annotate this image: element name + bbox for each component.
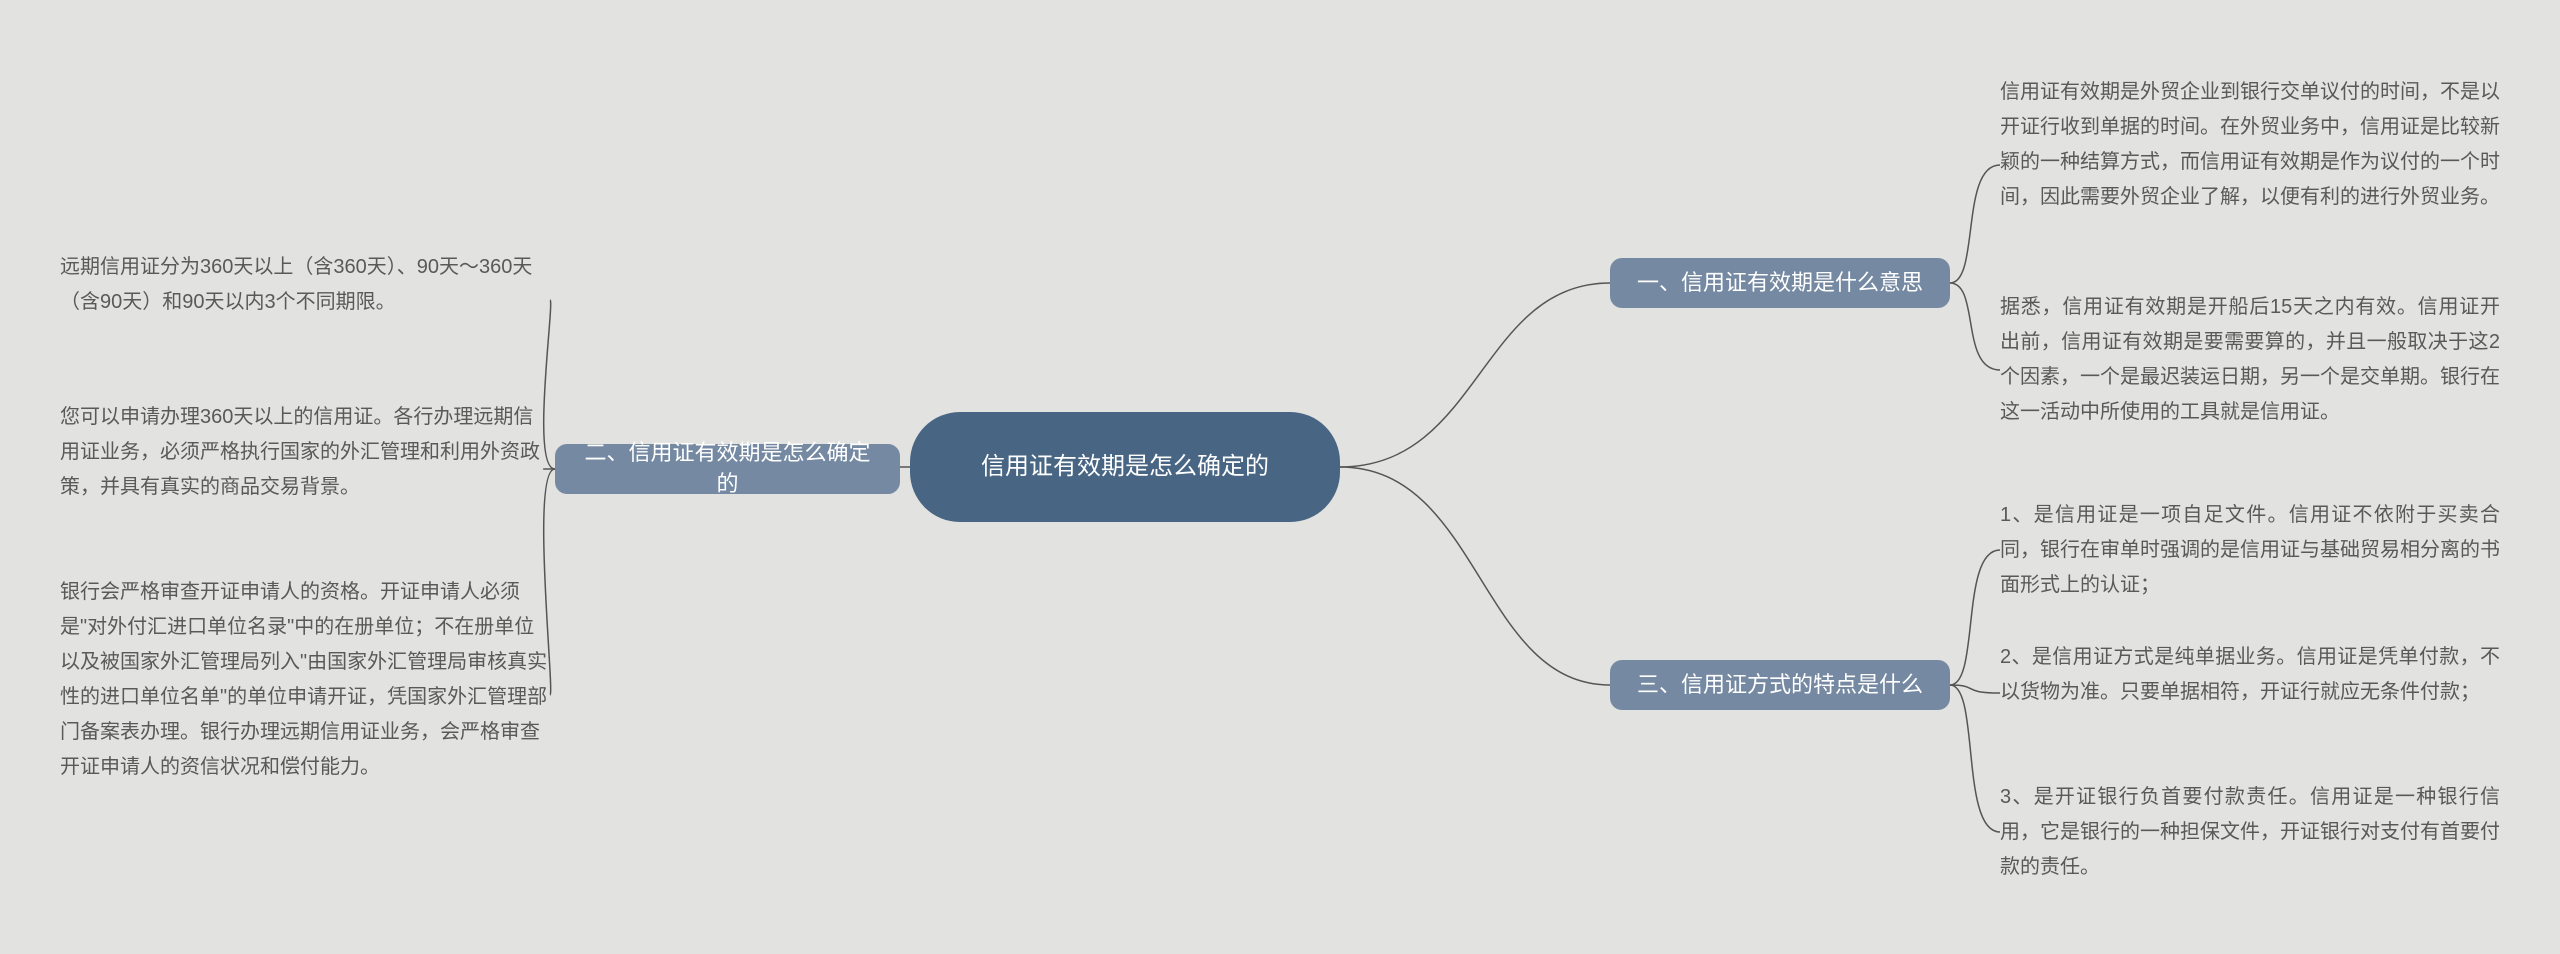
branch-1-label: 一、信用证有效期是什么意思 xyxy=(1637,268,1923,299)
leaf-2-1: 远期信用证分为360天以上（含360天）、90天～360天（含90天）和90天以… xyxy=(60,250,550,320)
branch-3-label: 三、信用证方式的特点是什么 xyxy=(1637,670,1923,701)
branch-2-label: 二、信用证有效期是怎么确定的 xyxy=(579,438,876,500)
leaf-1-1: 信用证有效期是外贸企业到银行交单议付的时间，不是以开证行收到单据的时间。在外贸业… xyxy=(2000,75,2500,215)
branch-node-3: 三、信用证方式的特点是什么 xyxy=(1610,660,1950,710)
branch-node-1: 一、信用证有效期是什么意思 xyxy=(1610,258,1950,308)
leaf-2-3: 银行会严格审查开证申请人的资格。开证申请人必须是"对外付汇进口单位名录"中的在册… xyxy=(60,575,550,785)
center-label: 信用证有效期是怎么确定的 xyxy=(981,450,1269,484)
leaf-3-3: 3、是开证银行负首要付款责任。信用证是一种银行信用，它是银行的一种担保文件，开证… xyxy=(2000,780,2500,885)
leaf-2-2: 您可以申请办理360天以上的信用证。各行办理远期信用证业务，必须严格执行国家的外… xyxy=(60,400,550,505)
center-node: 信用证有效期是怎么确定的 xyxy=(910,412,1340,522)
leaf-3-2: 2、是信用证方式是纯单据业务。信用证是凭单付款，不以货物为准。只要单据相符，开证… xyxy=(2000,640,2500,710)
leaf-3-1: 1、是信用证是一项自足文件。信用证不依附于买卖合同，银行在审单时强调的是信用证与… xyxy=(2000,498,2500,603)
branch-node-2: 二、信用证有效期是怎么确定的 xyxy=(555,444,900,494)
leaf-1-2: 据悉，信用证有效期是开船后15天之内有效。信用证开出前，信用证有效期是要需要算的… xyxy=(2000,290,2500,430)
